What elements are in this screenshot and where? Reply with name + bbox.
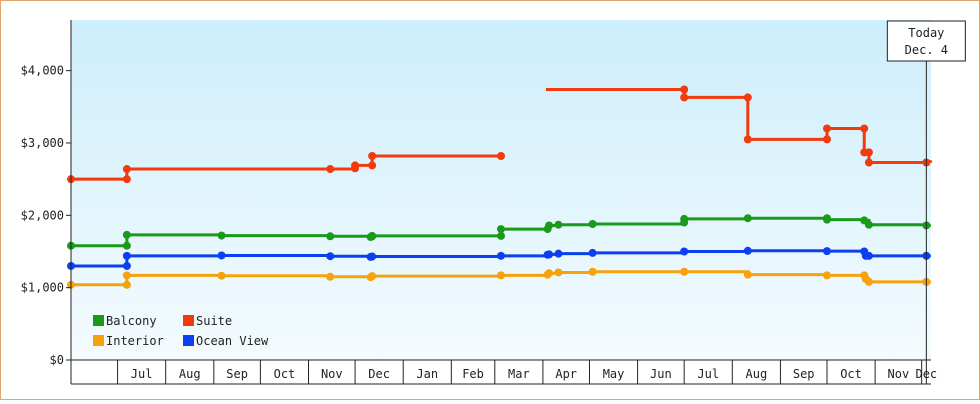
x-tick-label: Dec bbox=[915, 367, 937, 381]
balcony-point bbox=[680, 214, 689, 223]
suite-point bbox=[822, 124, 831, 133]
x-tick-label: May bbox=[603, 367, 625, 381]
suite-point bbox=[368, 152, 377, 160]
x-tick-label: Nov bbox=[321, 367, 343, 381]
legend-swatch-ocean-view bbox=[183, 335, 194, 346]
suite-point bbox=[743, 93, 752, 102]
x-tick-label: Jan bbox=[416, 367, 438, 381]
x-tick-label: Sep bbox=[793, 367, 815, 381]
suite-point bbox=[822, 135, 831, 144]
legend-label-interior: Interior bbox=[106, 334, 164, 348]
balcony-point bbox=[822, 215, 831, 224]
suite-point bbox=[864, 158, 873, 167]
x-tick-label: Jul bbox=[131, 367, 153, 381]
suite-point bbox=[743, 135, 752, 144]
legend-swatch-interior bbox=[93, 335, 104, 346]
x-tick-label: Feb bbox=[462, 367, 484, 381]
x-tick-label: Sep bbox=[226, 367, 248, 381]
interior-point bbox=[743, 270, 752, 279]
legend-label-balcony: Balcony bbox=[106, 314, 157, 328]
y-tick-label: $2,000 bbox=[21, 208, 64, 222]
x-tick-label: Apr bbox=[555, 367, 577, 381]
interior-point bbox=[497, 271, 505, 280]
interior-point bbox=[122, 271, 131, 280]
ocean-view-point bbox=[545, 250, 554, 259]
y-tick-label: $3,000 bbox=[21, 136, 64, 150]
balcony-point bbox=[497, 225, 505, 234]
ocean-view-point bbox=[864, 251, 873, 260]
balcony-point bbox=[545, 221, 554, 230]
interior-point bbox=[680, 267, 689, 276]
x-tick-label: Mar bbox=[508, 367, 530, 381]
ocean-view-point bbox=[122, 251, 131, 260]
ocean-view-point bbox=[217, 251, 226, 260]
suite-point bbox=[122, 175, 131, 184]
interior-point bbox=[588, 267, 597, 276]
balcony-point bbox=[122, 230, 131, 239]
balcony-point bbox=[326, 232, 335, 241]
suite-point bbox=[497, 152, 505, 160]
suite-point bbox=[680, 85, 689, 94]
ocean-view-point bbox=[326, 252, 335, 261]
x-tick-label: Aug bbox=[179, 367, 201, 381]
y-tick-label: $1,000 bbox=[21, 281, 64, 295]
balcony-point bbox=[864, 220, 873, 229]
interior-point bbox=[368, 272, 377, 281]
ocean-view-point bbox=[822, 247, 831, 256]
y-tick-label: $0 bbox=[50, 353, 64, 367]
x-tick-label: Oct bbox=[840, 367, 862, 381]
suite-point bbox=[326, 165, 335, 174]
interior-point bbox=[864, 277, 873, 286]
suite-point bbox=[680, 93, 689, 102]
suite-point bbox=[368, 161, 377, 170]
legend-swatch-balcony bbox=[93, 315, 104, 326]
x-tick-label: Nov bbox=[888, 367, 910, 381]
interior-point bbox=[326, 272, 335, 281]
interior-point bbox=[822, 271, 831, 280]
balcony-point bbox=[368, 231, 377, 240]
today-title: Today bbox=[908, 26, 944, 40]
y-tick-label: $4,000 bbox=[21, 64, 64, 78]
interior-point bbox=[554, 268, 563, 277]
ocean-view-point bbox=[497, 251, 505, 260]
suite-point bbox=[864, 148, 873, 157]
x-tick-label: Jul bbox=[697, 367, 719, 381]
interior-point bbox=[217, 271, 226, 280]
x-tick-label: Oct bbox=[274, 367, 296, 381]
legend-label-ocean-view: Ocean View bbox=[196, 334, 269, 348]
x-tick-label: Jun bbox=[650, 367, 672, 381]
interior-point bbox=[122, 280, 131, 289]
legend-swatch-suite bbox=[183, 315, 194, 326]
suite-forecast-line bbox=[928, 159, 933, 163]
ocean-view-point bbox=[743, 246, 752, 255]
ocean-view-point bbox=[368, 252, 377, 261]
today-date-label: Dec. 4 bbox=[905, 43, 948, 57]
balcony-point bbox=[122, 241, 131, 250]
balcony-point bbox=[588, 220, 597, 228]
ocean-view-point bbox=[554, 249, 563, 258]
balcony-point bbox=[217, 231, 226, 240]
plot-area bbox=[71, 20, 931, 360]
ocean-view-point bbox=[588, 248, 597, 257]
x-tick-label: Dec bbox=[368, 367, 390, 381]
balcony-point bbox=[497, 231, 505, 240]
suite-point bbox=[122, 165, 131, 174]
balcony-point bbox=[554, 220, 563, 229]
suite-point bbox=[351, 161, 360, 170]
ocean-view-point bbox=[680, 247, 689, 256]
x-tick-label: Aug bbox=[746, 367, 768, 381]
balcony-point bbox=[743, 214, 752, 223]
legend-label-suite: Suite bbox=[196, 314, 232, 328]
suite-point bbox=[860, 124, 869, 133]
interior-point bbox=[545, 269, 554, 278]
ocean-view-point bbox=[122, 261, 131, 270]
today-box bbox=[886, 20, 966, 62]
